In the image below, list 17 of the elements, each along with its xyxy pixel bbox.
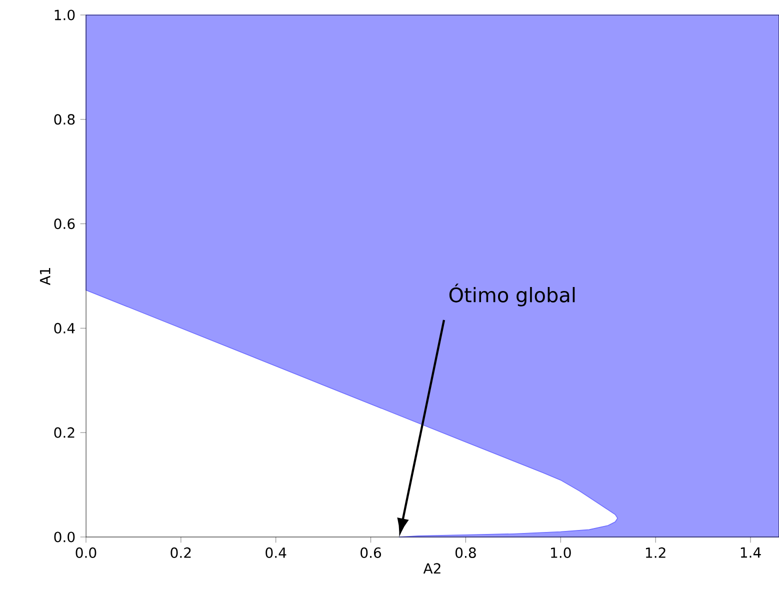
x-axis-title: A2 <box>423 563 440 574</box>
x-tick-label: 0.2 <box>170 547 191 558</box>
y-tick-label: 0.4 <box>54 322 75 334</box>
y-tick-label: 0.2 <box>54 427 74 438</box>
y-tick-label: 0.0 <box>54 532 75 542</box>
x-tick-label: 1.4 <box>740 547 761 558</box>
annotation: Ótimo global <box>449 284 575 306</box>
y-axis-title: A1 <box>40 268 50 286</box>
x-tick-label: 0.8 <box>456 547 476 558</box>
x-tick-label: 1.0 <box>551 547 571 558</box>
x-tick-label: 0.6 <box>360 547 382 558</box>
y-tick-label: 1.0 <box>54 10 75 20</box>
y-tick-label: 0.6 <box>54 218 75 230</box>
y-tick-label: 0.8 <box>54 114 75 125</box>
x-tick-label: 0.4 <box>266 547 286 558</box>
x-tick-label: 0.0 <box>76 547 96 558</box>
x-tick-label: 1.2 <box>646 547 666 558</box>
